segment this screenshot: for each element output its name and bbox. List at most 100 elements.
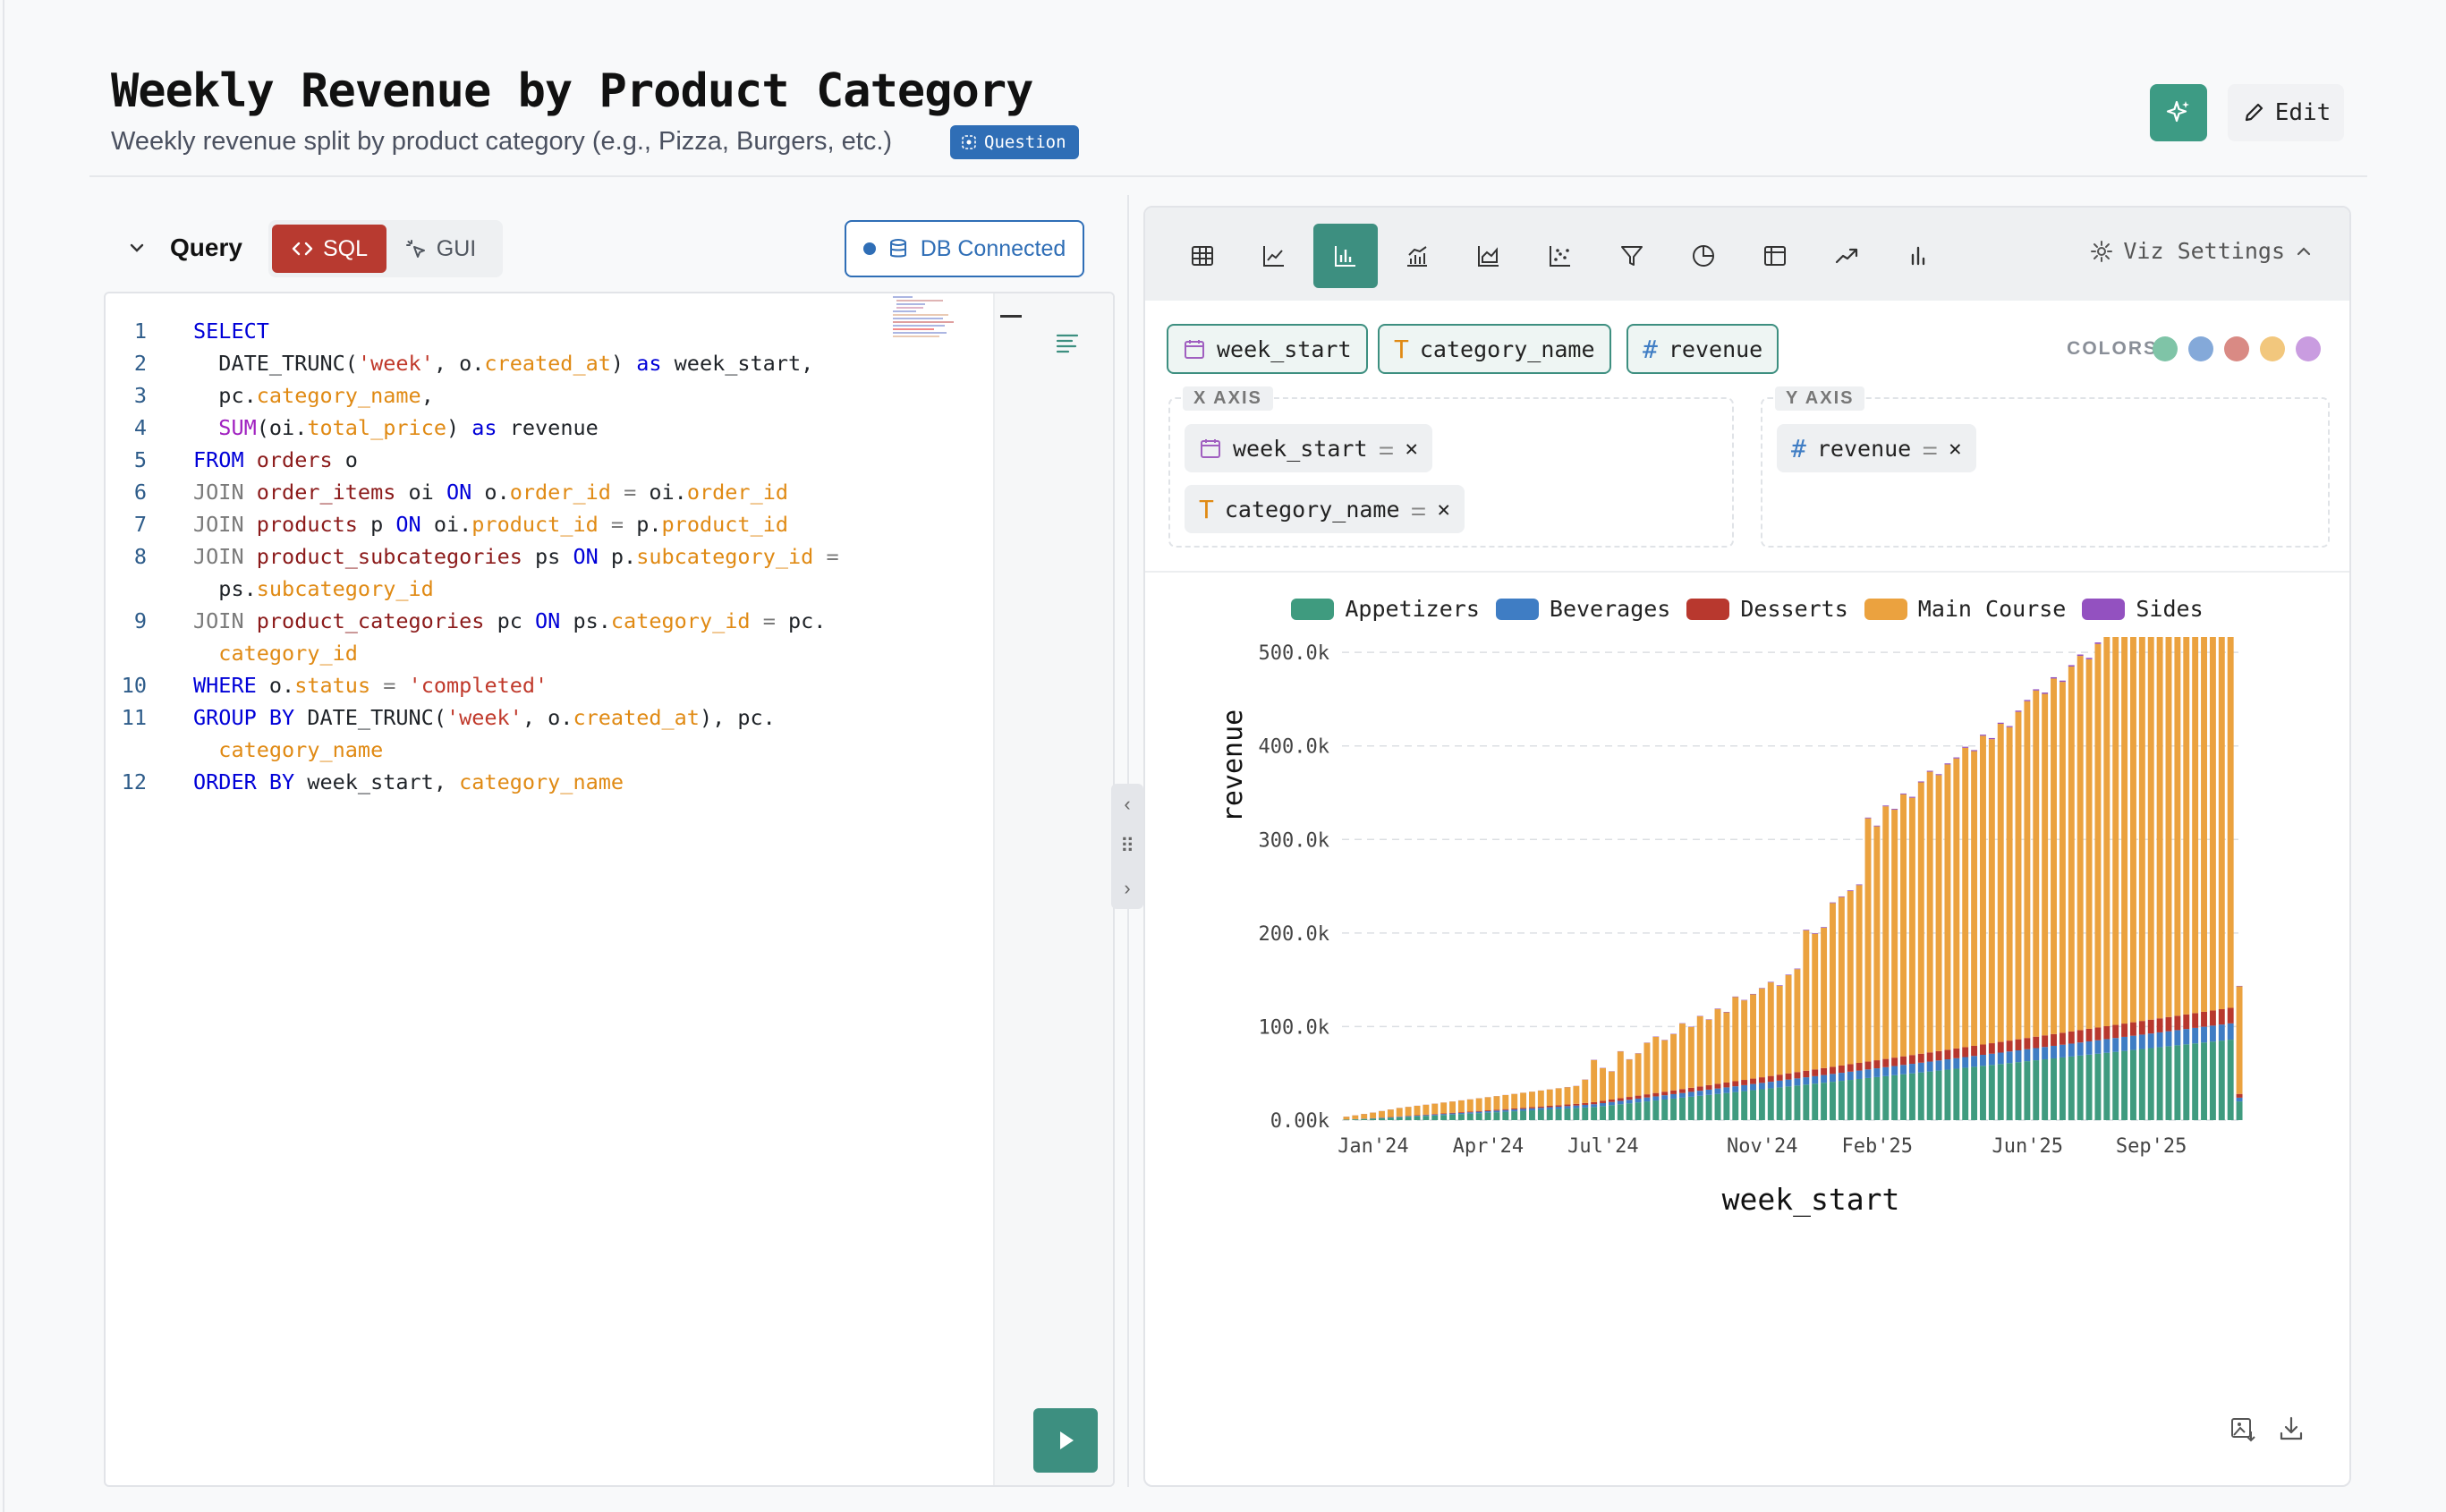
bar-segment (1696, 1086, 1703, 1092)
histogram-button[interactable] (1886, 224, 1950, 288)
line-chart-button[interactable] (1242, 224, 1306, 288)
bar-segment (2112, 1038, 2119, 1052)
edit-label: Edit (2274, 99, 2331, 126)
x-axis-field-week-start[interactable]: week_start ⚌ ✕ (1185, 424, 1432, 472)
close-icon[interactable]: ✕ (1949, 436, 1962, 461)
trend-icon (1835, 248, 1858, 264)
legend-swatch (1495, 598, 1539, 620)
chart-legend: Appetizers Beverages Desserts Main Cours… (1145, 596, 2349, 622)
bar-segment (1457, 1112, 1465, 1113)
query-toggle[interactable]: Query (125, 217, 242, 279)
y-axis-field-revenue[interactable]: # revenue ⚌ ✕ (1777, 424, 1976, 472)
bar-segment (1670, 1098, 1677, 1120)
page-subtitle: Weekly revenue split by product category… (111, 127, 893, 156)
bar-segment (2077, 1042, 2084, 1056)
bar-segment (1546, 1109, 1553, 1120)
bar-segment (1679, 1097, 1686, 1120)
bar-segment (1794, 1078, 1801, 1086)
splitter-handle[interactable]: ‹ ⠿ › (1111, 784, 1143, 909)
field-pill-category-name[interactable]: T category_name (1378, 324, 1611, 374)
bar-segment (1803, 1084, 1810, 1120)
sliders-icon[interactable]: ⚌ (1410, 498, 1427, 520)
bar-segment (1980, 1055, 1986, 1066)
ai-assist-button[interactable] (2150, 84, 2207, 141)
bar-segment (1449, 1113, 1456, 1115)
field-pill-week-start[interactable]: week_start (1167, 324, 1368, 374)
field-pill-revenue[interactable]: # revenue (1626, 324, 1779, 374)
save-image-icon[interactable] (2228, 1414, 2258, 1444)
pivot-table-button[interactable] (1743, 224, 1807, 288)
color-swatch[interactable] (2260, 336, 2285, 361)
chevron-right-icon[interactable]: › (1124, 876, 1131, 899)
gui-mode-button[interactable]: GUI (386, 225, 494, 273)
bar-segment (1953, 1068, 1960, 1120)
y-axis-dropzone[interactable]: Y AXIS # revenue ⚌ ✕ (1761, 386, 2330, 548)
bar-segment (1741, 1000, 1748, 1081)
bar-segment (1864, 1061, 1872, 1070)
bar-segment (1635, 1098, 1642, 1103)
trend-button[interactable] (1814, 224, 1879, 288)
table-view-button[interactable] (1170, 224, 1235, 288)
viz-settings-button[interactable]: Viz Settings (2089, 238, 2314, 264)
editor-side-panel (993, 293, 1113, 1485)
edit-button[interactable]: Edit (2228, 84, 2344, 141)
legend-item[interactable]: Main Course (1864, 596, 2066, 622)
bar-segment (2147, 1048, 2154, 1120)
bar-segment (1687, 1026, 1694, 1088)
bar-segment (1741, 1091, 1748, 1120)
stacked-bar-chart[interactable]: 0.00k100.0k200.0k300.0k400.0k500.0k600.0… (1145, 637, 2349, 1406)
bar-segment (2174, 1030, 2181, 1046)
pie-chart-button[interactable] (1671, 224, 1736, 288)
bar-segment (2015, 1049, 2022, 1063)
format-icon[interactable] (1054, 329, 1081, 356)
bar-segment (1864, 817, 1872, 819)
bar-segment (1917, 782, 1924, 1054)
bar-segment (2068, 1043, 2075, 1057)
code-line: ps.subcategory_id (193, 576, 434, 601)
bar-segment (1891, 1066, 1898, 1075)
area-chart-button[interactable] (1457, 224, 1521, 288)
sql-editor[interactable]: 1 SELECT 2 DATE_TRUNC('week', o.created_a… (104, 292, 1115, 1487)
legend-item[interactable]: Desserts (1686, 596, 1848, 622)
x-axis-dropzone[interactable]: X AXIS week_start ⚌ ✕ T category_name ⚌ … (1168, 386, 1734, 548)
bar-segment (1741, 1084, 1748, 1092)
color-swatch[interactable] (2188, 336, 2213, 361)
download-icon[interactable] (2276, 1414, 2306, 1444)
bar-segment (1414, 1106, 1421, 1116)
color-swatch[interactable] (2224, 336, 2249, 361)
bar-chart-button[interactable] (1313, 224, 1378, 288)
bar-segment (1917, 1062, 1924, 1073)
x-tick-label: Sep'25 (2116, 1135, 2187, 1158)
bar-segment (1652, 1100, 1660, 1120)
y-tick-label: 400.0k (1259, 736, 1329, 759)
close-icon[interactable]: ✕ (1405, 436, 1418, 461)
bar-segment (1988, 1043, 1995, 1054)
color-swatch[interactable] (2153, 336, 2178, 361)
legend-item[interactable]: Appetizers (1291, 596, 1480, 622)
chevron-left-icon[interactable]: ‹ (1124, 793, 1131, 816)
db-connection-button[interactable]: DB Connected (845, 220, 1084, 277)
bar-segment (1821, 927, 1828, 929)
bar-segment (1617, 1051, 1624, 1099)
combo-chart-button[interactable] (1385, 224, 1449, 288)
scatter-chart-button[interactable] (1528, 224, 1592, 288)
legend-item[interactable]: Beverages (1495, 596, 1670, 622)
code-line: 11 GROUP BY DATE_TRUNC('week', o.created_… (106, 701, 776, 734)
bar-segment (1856, 885, 1863, 1064)
bar-segment (1484, 1097, 1491, 1111)
bar-segment (1776, 1075, 1783, 1081)
sliders-icon[interactable]: ⚌ (1922, 437, 1939, 459)
y-axis-title: revenue (1218, 709, 1249, 822)
sql-mode-button[interactable]: SQL (272, 225, 386, 273)
bar-segment (1679, 1024, 1686, 1090)
x-axis-field-category-name[interactable]: T category_name ⚌ ✕ (1185, 485, 1465, 533)
legend-item[interactable]: Sides (2082, 596, 2204, 622)
funnel-chart-button[interactable] (1600, 224, 1664, 288)
bar-segment (2085, 1054, 2093, 1120)
bar-segment (1705, 1094, 1712, 1120)
run-query-button[interactable] (1033, 1408, 1098, 1473)
editor-minimap[interactable] (889, 293, 979, 347)
sliders-icon[interactable]: ⚌ (1378, 437, 1395, 459)
color-swatch[interactable] (2296, 336, 2321, 361)
close-icon[interactable]: ✕ (1437, 497, 1450, 522)
